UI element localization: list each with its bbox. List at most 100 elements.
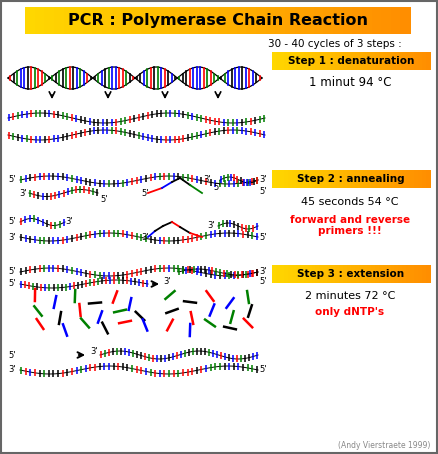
Bar	[406, 265, 411, 283]
Bar	[25, 7, 35, 34]
Bar	[371, 52, 375, 70]
Text: Step 1 : denaturation: Step 1 : denaturation	[288, 56, 414, 66]
Bar	[391, 265, 395, 283]
Bar	[170, 7, 180, 34]
Text: 3': 3'	[163, 276, 171, 286]
Text: forward and reverse: forward and reverse	[290, 215, 410, 225]
Bar	[335, 170, 339, 188]
Bar	[367, 52, 371, 70]
Bar	[339, 52, 343, 70]
Bar	[189, 7, 199, 34]
Bar	[339, 170, 343, 188]
Bar	[387, 170, 391, 188]
Bar	[347, 265, 352, 283]
Bar	[304, 52, 308, 70]
Bar	[383, 265, 387, 283]
Bar	[378, 265, 383, 283]
Bar	[54, 7, 64, 34]
Text: 45 seconds 54 °C: 45 seconds 54 °C	[301, 197, 399, 207]
Bar	[352, 7, 362, 34]
Bar	[327, 170, 332, 188]
Text: 3': 3'	[8, 365, 16, 375]
Text: 5': 5'	[259, 277, 266, 286]
Bar	[355, 265, 360, 283]
Bar	[355, 170, 360, 188]
Bar	[218, 7, 228, 34]
Bar	[272, 265, 276, 283]
Bar	[92, 7, 102, 34]
Bar	[265, 7, 276, 34]
Bar	[276, 170, 280, 188]
Bar	[418, 52, 423, 70]
Text: Step 3 : extension: Step 3 : extension	[297, 269, 405, 279]
Bar	[335, 265, 339, 283]
Bar	[121, 7, 131, 34]
Text: 3': 3'	[203, 176, 211, 184]
Bar	[300, 265, 304, 283]
Bar	[374, 265, 379, 283]
Bar	[323, 170, 328, 188]
Bar	[406, 170, 411, 188]
Bar	[284, 265, 288, 283]
Text: 3': 3'	[65, 217, 73, 227]
Text: 3': 3'	[259, 176, 267, 184]
Bar	[208, 7, 218, 34]
Bar	[150, 7, 160, 34]
Text: 5': 5'	[8, 280, 15, 288]
Bar	[35, 7, 45, 34]
Text: 3': 3'	[8, 232, 16, 242]
Bar	[73, 7, 83, 34]
Text: 1 minut 94 °C: 1 minut 94 °C	[309, 75, 391, 89]
Bar	[141, 7, 151, 34]
Bar	[256, 7, 266, 34]
Bar	[359, 170, 364, 188]
Bar	[323, 7, 333, 34]
Bar	[426, 265, 431, 283]
Bar	[410, 265, 415, 283]
Bar	[198, 7, 208, 34]
Bar	[288, 170, 292, 188]
Bar	[335, 52, 339, 70]
Bar	[304, 265, 308, 283]
Bar	[276, 52, 280, 70]
Text: 5': 5'	[259, 188, 266, 197]
Text: 5': 5'	[259, 232, 266, 242]
Text: 5': 5'	[8, 217, 15, 227]
Bar	[343, 170, 347, 188]
Bar	[246, 7, 257, 34]
Bar	[403, 265, 407, 283]
Text: 5': 5'	[8, 267, 15, 276]
Bar	[387, 265, 391, 283]
Bar	[280, 52, 284, 70]
Bar	[399, 265, 403, 283]
Text: only dNTP's: only dNTP's	[315, 307, 385, 317]
Bar	[315, 265, 320, 283]
Bar	[418, 170, 423, 188]
Bar	[387, 52, 391, 70]
Bar	[363, 170, 367, 188]
Bar	[276, 265, 280, 283]
Bar	[331, 170, 336, 188]
Bar	[323, 52, 328, 70]
Bar	[381, 7, 391, 34]
Bar	[422, 52, 427, 70]
Bar	[378, 52, 383, 70]
Text: 3': 3'	[90, 347, 98, 356]
Bar	[315, 170, 320, 188]
Bar	[363, 265, 367, 283]
Text: (Andy Vierstraete 1999): (Andy Vierstraete 1999)	[338, 440, 430, 449]
Bar	[333, 7, 343, 34]
Bar	[319, 170, 324, 188]
Text: Step 2 : annealing: Step 2 : annealing	[297, 174, 405, 184]
Bar	[383, 170, 387, 188]
Bar	[383, 52, 387, 70]
Bar	[426, 52, 431, 70]
Bar	[347, 52, 352, 70]
Bar	[331, 52, 336, 70]
Bar	[311, 170, 316, 188]
Text: 3': 3'	[141, 232, 148, 242]
Bar	[363, 52, 367, 70]
Bar	[403, 170, 407, 188]
Bar	[296, 52, 300, 70]
Bar	[311, 265, 316, 283]
